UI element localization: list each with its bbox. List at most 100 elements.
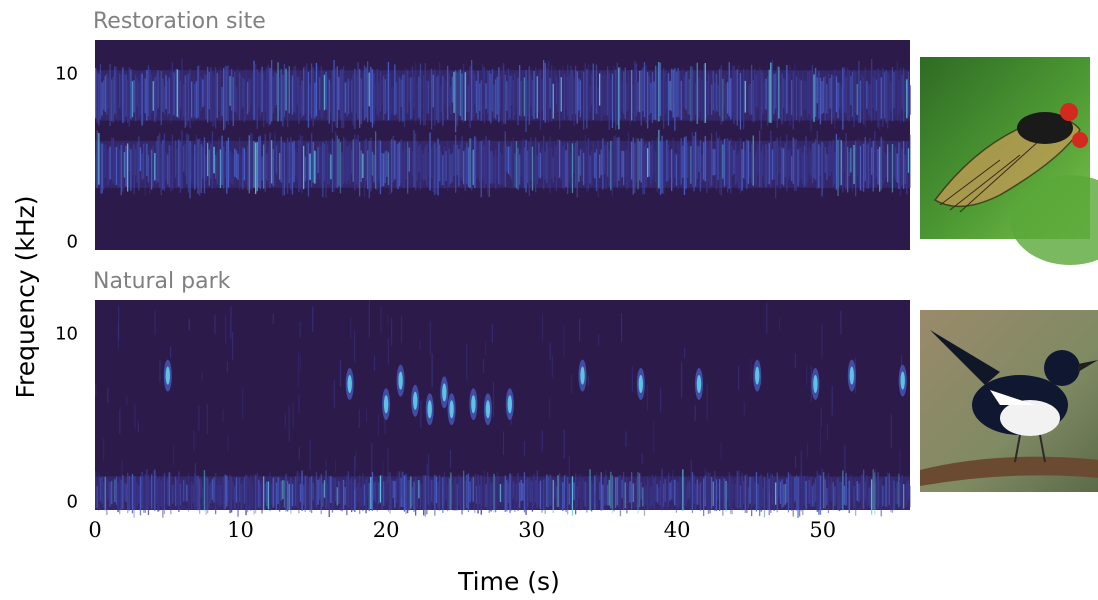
band-streak bbox=[247, 81, 249, 115]
energy-band bbox=[95, 129, 911, 199]
band-streak bbox=[863, 143, 865, 192]
band-streak bbox=[906, 79, 908, 119]
band-streak bbox=[322, 483, 324, 507]
band-streak bbox=[415, 476, 417, 516]
noise-streak bbox=[541, 430, 543, 452]
band-streak bbox=[130, 69, 132, 119]
band-streak bbox=[832, 482, 834, 511]
band-streak bbox=[669, 482, 671, 501]
band-streak bbox=[749, 476, 751, 504]
band-streak bbox=[637, 472, 639, 514]
band-streak bbox=[202, 79, 204, 108]
band-streak bbox=[882, 139, 884, 185]
band-streak bbox=[371, 151, 374, 176]
band-streak bbox=[709, 75, 711, 106]
noise-streak bbox=[354, 456, 356, 490]
band-streak bbox=[879, 73, 881, 130]
band-streak bbox=[181, 130, 183, 189]
band-streak bbox=[528, 477, 530, 503]
band-streak bbox=[874, 70, 876, 120]
band-streak bbox=[283, 143, 286, 196]
band-streak bbox=[120, 479, 122, 511]
band-streak bbox=[306, 475, 308, 510]
band-streak bbox=[141, 73, 143, 126]
band-streak bbox=[762, 145, 764, 176]
band-streak bbox=[363, 140, 366, 197]
noise-streak bbox=[225, 315, 227, 344]
band-streak bbox=[559, 473, 561, 509]
band-streak bbox=[815, 139, 817, 181]
band-streak bbox=[464, 148, 466, 191]
band-streak bbox=[323, 74, 326, 111]
band-streak bbox=[623, 151, 625, 186]
band-streak bbox=[685, 484, 687, 507]
band-streak bbox=[607, 484, 609, 506]
band-streak bbox=[835, 76, 838, 113]
noise-streak bbox=[571, 374, 573, 394]
band-streak bbox=[611, 140, 614, 197]
band-streak bbox=[354, 479, 356, 512]
noise-streak bbox=[779, 318, 781, 331]
noise-streak bbox=[621, 313, 623, 342]
band-streak bbox=[379, 140, 382, 195]
band-streak bbox=[237, 477, 239, 517]
band-streak bbox=[563, 475, 566, 509]
noise-streak bbox=[549, 343, 551, 360]
noise-streak bbox=[401, 470, 403, 498]
call-mark-core bbox=[485, 400, 491, 419]
band-streak bbox=[194, 144, 196, 190]
band-streak bbox=[493, 84, 495, 118]
band-streak bbox=[271, 140, 273, 184]
band-streak bbox=[776, 472, 778, 513]
band-streak bbox=[643, 62, 646, 117]
band-streak bbox=[656, 66, 658, 123]
band-streak bbox=[872, 76, 874, 109]
band-streak bbox=[178, 471, 180, 512]
band-streak bbox=[627, 484, 630, 505]
band-streak bbox=[223, 68, 225, 131]
band-streak bbox=[173, 147, 175, 182]
band-streak bbox=[320, 474, 322, 515]
band-streak bbox=[527, 150, 529, 183]
noise-streak bbox=[325, 459, 327, 469]
band-streak bbox=[407, 70, 409, 114]
band-streak bbox=[634, 483, 636, 507]
band-streak bbox=[731, 65, 734, 116]
band-streak bbox=[575, 142, 577, 188]
band-streak bbox=[447, 482, 449, 512]
band-streak bbox=[557, 475, 559, 507]
band-streak bbox=[741, 149, 743, 191]
band-streak bbox=[536, 76, 538, 119]
band-streak bbox=[624, 150, 626, 177]
band-streak bbox=[624, 482, 626, 509]
noise-streak bbox=[298, 446, 300, 460]
band-streak bbox=[677, 68, 679, 117]
band-streak bbox=[824, 147, 826, 173]
band-streak bbox=[96, 72, 98, 124]
band-streak bbox=[291, 75, 294, 115]
band-streak bbox=[743, 142, 745, 179]
band-streak bbox=[781, 479, 783, 508]
band-streak bbox=[154, 469, 156, 512]
band-streak bbox=[189, 68, 191, 129]
band-streak bbox=[416, 82, 418, 119]
band-streak bbox=[773, 141, 775, 180]
band-streak bbox=[600, 149, 602, 175]
band-streak bbox=[805, 81, 807, 110]
band-streak bbox=[344, 486, 346, 505]
band-streak bbox=[416, 141, 418, 181]
band-streak bbox=[695, 82, 697, 115]
band-streak bbox=[199, 478, 201, 514]
band-streak bbox=[795, 76, 798, 121]
band-streak bbox=[114, 147, 116, 185]
band-streak bbox=[135, 74, 137, 122]
band-streak bbox=[899, 482, 902, 506]
band-streak bbox=[394, 481, 396, 508]
band-streak bbox=[755, 150, 758, 186]
band-streak bbox=[864, 482, 866, 500]
call-mark-core bbox=[507, 395, 512, 414]
band-streak bbox=[344, 82, 346, 113]
band-streak bbox=[727, 82, 729, 114]
band-streak bbox=[880, 77, 882, 119]
band-streak bbox=[299, 483, 302, 502]
